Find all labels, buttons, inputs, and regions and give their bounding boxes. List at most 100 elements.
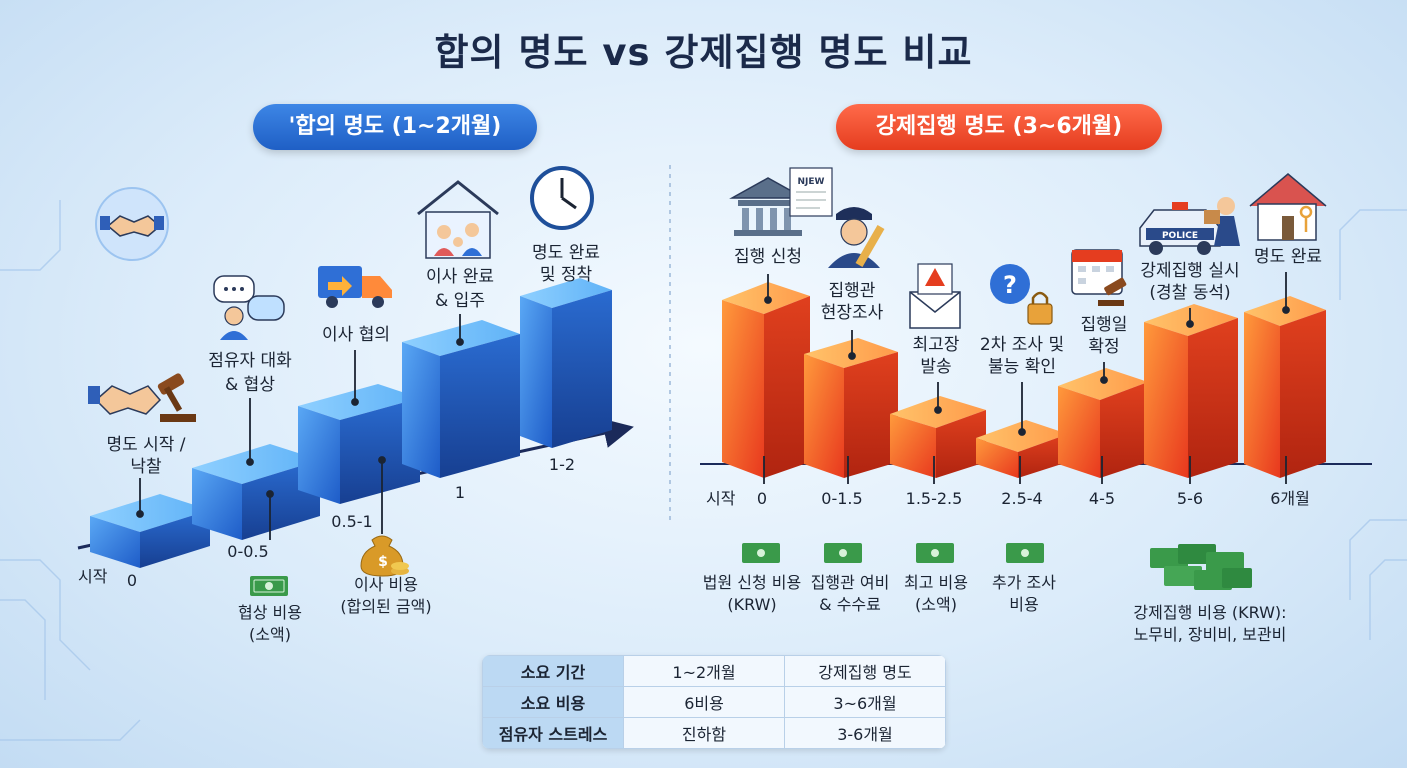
left-step-4-line-1: 이사 완료 bbox=[426, 267, 494, 287]
table-cell: 소요 기간 bbox=[482, 655, 624, 687]
money-icon bbox=[824, 543, 862, 563]
consensual-section: 명도 시작 / 낙찰 점유자 대화 & 협상 이사 협의 이사 완료 & 입주 … bbox=[77, 166, 634, 644]
circuit-decoration bbox=[0, 200, 1407, 741]
left-cost-1-line-2: (소액) bbox=[249, 625, 291, 644]
house-key-icon bbox=[1249, 173, 1327, 241]
table-cell: 3-6개월 bbox=[784, 717, 946, 749]
money-icon bbox=[250, 576, 288, 596]
left-tick-5: 1-2 bbox=[549, 455, 575, 474]
right-step-4-line-1: 2차 조사 및 bbox=[980, 335, 1064, 355]
right-cost-1-line-1: 법원 신청 비용 bbox=[703, 573, 802, 592]
table-cell: 강제집행 명도 bbox=[784, 655, 946, 687]
right-tick-3: 1.5-2.5 bbox=[906, 489, 963, 508]
comparison-table: 소요 기간 1~2개월 강제집행 명도 소요 비용 6비용 3~6개월 점유자 … bbox=[482, 655, 946, 749]
left-tick-3: 0.5-1 bbox=[331, 512, 372, 531]
right-step-4-line-2: 불능 확인 bbox=[988, 357, 1056, 377]
blue-step-4 bbox=[402, 320, 520, 478]
forced-section: 집행 신청 집행관 현장조사 최고장 발송 2차 조사 및 불능 확인 집행일 … bbox=[700, 167, 1372, 644]
right-step-5-line-2: 확정 bbox=[1088, 337, 1119, 357]
warning-mail-icon bbox=[909, 263, 961, 329]
table-row: 점유자 스트레스 진하함 3-6개월 bbox=[482, 717, 946, 749]
right-step-2-line-2: 현장조사 bbox=[821, 303, 884, 323]
money-icon bbox=[742, 543, 780, 563]
right-step-5-line-1: 집행일 bbox=[1081, 315, 1128, 335]
right-tick-6: 5-6 bbox=[1177, 489, 1203, 508]
right-step-3-line-2: 발송 bbox=[920, 357, 951, 377]
left-step-5-line-1: 명도 완료 bbox=[532, 243, 600, 263]
red-step-6 bbox=[1144, 304, 1238, 478]
money-bag-icon: $ bbox=[360, 535, 409, 577]
page-title: 합의 명도 vs 강제집행 명도 비교 bbox=[434, 31, 973, 74]
step-pointers bbox=[136, 314, 464, 540]
table-cell: 점유자 스트레스 bbox=[482, 717, 624, 749]
table-row: 소요 비용 6비용 3~6개월 bbox=[482, 686, 946, 718]
handshake-circle-icon bbox=[95, 187, 169, 261]
right-tick-4: 2.5-4 bbox=[1001, 489, 1042, 508]
left-step-2-line-2: & 협상 bbox=[225, 375, 275, 395]
right-tick-5: 4-5 bbox=[1089, 489, 1115, 508]
chat-person-icon bbox=[213, 275, 285, 340]
police-car-label: POLICE bbox=[1162, 231, 1198, 241]
left-cost-1-line-1: 협상 비용 bbox=[238, 603, 302, 622]
right-axis-start: 시작 bbox=[706, 489, 736, 508]
money-icon bbox=[1006, 543, 1044, 563]
consensual-eviction-pill: '합의 명도 (1~2개월) bbox=[253, 104, 537, 150]
right-step-1-line-1: 집행 신청 bbox=[734, 247, 802, 267]
left-step-4-line-2: & 입주 bbox=[435, 291, 485, 311]
right-tick-2: 0-1.5 bbox=[821, 489, 862, 508]
left-cost-2-line-1: 이사 비용 bbox=[354, 575, 418, 594]
calendar-gavel-icon bbox=[1071, 249, 1127, 306]
table-row: 소요 기간 1~2개월 강제집행 명도 bbox=[482, 655, 946, 687]
money-bag-symbol: $ bbox=[378, 554, 388, 570]
blue-step-3 bbox=[298, 384, 420, 504]
left-cost-2-line-2: (합의된 금액) bbox=[340, 597, 431, 616]
right-cost-3-line-2: (소액) bbox=[915, 595, 957, 614]
left-tick-1: 0 bbox=[127, 571, 137, 590]
money-icon bbox=[916, 543, 954, 563]
family-house-icon bbox=[417, 180, 499, 259]
table-cell: 1~2개월 bbox=[623, 655, 785, 687]
court-document-icon: NJEW bbox=[729, 167, 833, 236]
left-step-1-line-1: 명도 시작 / bbox=[106, 435, 185, 455]
red-step-5 bbox=[1058, 368, 1148, 478]
handshake-gavel-icon bbox=[88, 373, 196, 422]
right-step-3-line-1: 최고장 bbox=[913, 335, 960, 355]
left-step-1-line-2: 낙찰 bbox=[130, 457, 162, 477]
left-tick-4: 1 bbox=[455, 483, 465, 502]
right-cost-2-line-1: 집행관 여비 bbox=[811, 573, 890, 592]
clock-icon bbox=[530, 166, 594, 230]
question-glyph: ? bbox=[1003, 271, 1017, 299]
left-tick-2: 0-0.5 bbox=[227, 542, 268, 561]
right-cost-4-line-1: 추가 조사 bbox=[992, 573, 1056, 592]
right-tick-7: 6개월 bbox=[1270, 489, 1310, 508]
forced-eviction-pill: 강제집행 명도 (3~6개월) bbox=[836, 104, 1162, 150]
table-cell: 소요 비용 bbox=[482, 686, 624, 718]
right-cost-4-line-2: 비용 bbox=[1009, 595, 1038, 614]
table-cell: 진하함 bbox=[623, 717, 785, 749]
right-step-pointers bbox=[763, 272, 1290, 484]
left-step-3-line-1: 이사 협의 bbox=[322, 325, 390, 345]
police-car-icon: POLICE bbox=[1139, 197, 1240, 255]
right-step-7-line-1: 명도 완료 bbox=[1254, 247, 1322, 267]
question-lock-icon: ? bbox=[990, 264, 1053, 325]
document-header-text: NJEW bbox=[798, 177, 825, 187]
money-stack-icon bbox=[1150, 544, 1252, 590]
right-cost-3-line-1: 최고 비용 bbox=[904, 573, 968, 592]
right-cost-1-line-2: (KRW) bbox=[727, 595, 776, 614]
right-step-2-line-1: 집행관 bbox=[829, 281, 876, 301]
table-cell: 6비용 bbox=[623, 686, 785, 718]
right-step-6-line-2: (경찰 동석) bbox=[1149, 283, 1230, 303]
right-cost-5-line-2: 노무비, 장비비, 보관비 bbox=[1134, 625, 1287, 644]
red-step-3 bbox=[890, 396, 986, 478]
right-cost-2-line-2: & 수수료 bbox=[819, 595, 881, 614]
blue-step-1 bbox=[90, 494, 210, 568]
red-step-1 bbox=[722, 282, 810, 478]
right-tick-1: 0 bbox=[757, 489, 767, 508]
left-axis-start: 시작 bbox=[78, 567, 108, 586]
left-step-2-line-1: 점유자 대화 bbox=[208, 351, 292, 371]
red-step-4 bbox=[976, 420, 1068, 478]
right-cost-5-line-1: 강제집행 비용 (KRW): bbox=[1133, 603, 1286, 622]
moving-truck-icon bbox=[318, 266, 392, 308]
table-cell: 3~6개월 bbox=[784, 686, 946, 718]
